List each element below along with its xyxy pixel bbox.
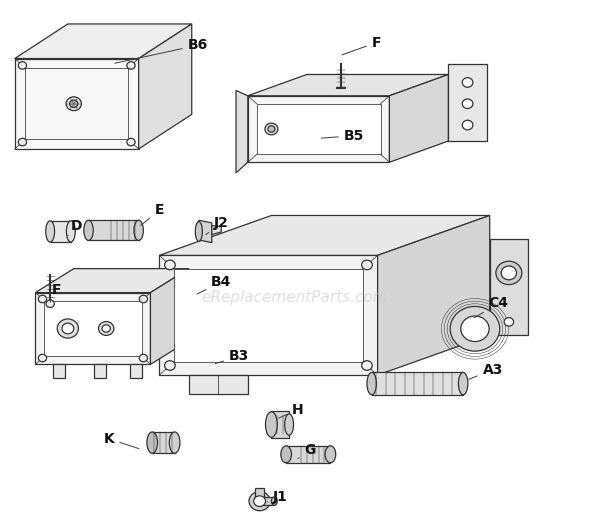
Circle shape xyxy=(102,325,110,332)
Text: E: E xyxy=(141,203,164,226)
Polygon shape xyxy=(189,375,248,394)
Polygon shape xyxy=(159,255,378,375)
Circle shape xyxy=(99,321,114,336)
Circle shape xyxy=(362,361,372,370)
Ellipse shape xyxy=(195,221,202,241)
Ellipse shape xyxy=(266,412,277,437)
Circle shape xyxy=(268,126,275,132)
Polygon shape xyxy=(490,239,528,335)
Polygon shape xyxy=(199,220,212,243)
Polygon shape xyxy=(271,411,289,438)
Polygon shape xyxy=(236,90,248,173)
Ellipse shape xyxy=(147,432,158,453)
Ellipse shape xyxy=(281,446,291,463)
Circle shape xyxy=(139,354,148,362)
Circle shape xyxy=(127,138,135,146)
Polygon shape xyxy=(372,372,463,395)
Text: H: H xyxy=(278,403,304,418)
Polygon shape xyxy=(378,215,490,375)
Polygon shape xyxy=(448,64,487,141)
Text: B5: B5 xyxy=(322,129,364,143)
Polygon shape xyxy=(389,74,448,162)
Circle shape xyxy=(254,496,266,506)
Text: K: K xyxy=(104,432,139,448)
Circle shape xyxy=(362,260,372,270)
Polygon shape xyxy=(248,74,448,96)
Ellipse shape xyxy=(66,221,76,242)
Ellipse shape xyxy=(134,220,143,240)
Ellipse shape xyxy=(284,414,294,435)
Circle shape xyxy=(139,295,148,303)
Circle shape xyxy=(165,361,175,370)
Polygon shape xyxy=(35,293,150,364)
Circle shape xyxy=(501,266,517,280)
Ellipse shape xyxy=(325,446,336,463)
Ellipse shape xyxy=(271,497,277,505)
Polygon shape xyxy=(94,364,106,378)
Text: eReplacementParts.com: eReplacementParts.com xyxy=(202,290,388,305)
Text: G: G xyxy=(298,443,316,459)
Polygon shape xyxy=(260,497,274,505)
Polygon shape xyxy=(150,269,189,364)
Circle shape xyxy=(450,306,500,351)
Text: B4: B4 xyxy=(197,275,231,294)
Circle shape xyxy=(249,492,270,511)
Polygon shape xyxy=(286,446,330,463)
Circle shape xyxy=(127,62,135,69)
Circle shape xyxy=(462,78,473,87)
Polygon shape xyxy=(152,432,175,453)
Circle shape xyxy=(18,138,27,146)
Circle shape xyxy=(461,316,489,342)
Text: B6: B6 xyxy=(115,38,208,63)
Ellipse shape xyxy=(367,372,376,395)
Polygon shape xyxy=(159,215,490,255)
Polygon shape xyxy=(255,488,264,501)
Text: C4: C4 xyxy=(474,296,509,318)
Polygon shape xyxy=(15,59,139,149)
Polygon shape xyxy=(212,226,221,235)
Polygon shape xyxy=(130,364,142,378)
Polygon shape xyxy=(35,269,189,293)
Text: B3: B3 xyxy=(215,350,249,363)
Polygon shape xyxy=(44,301,142,356)
Text: F: F xyxy=(342,36,381,55)
Circle shape xyxy=(38,354,47,362)
Circle shape xyxy=(265,123,278,135)
Polygon shape xyxy=(248,96,389,162)
Polygon shape xyxy=(88,220,139,240)
Text: J1: J1 xyxy=(267,491,288,504)
Circle shape xyxy=(38,295,47,303)
Ellipse shape xyxy=(458,372,468,395)
Circle shape xyxy=(18,62,27,69)
Ellipse shape xyxy=(46,221,54,242)
Polygon shape xyxy=(174,269,363,362)
Text: A3: A3 xyxy=(468,363,503,379)
Polygon shape xyxy=(50,221,71,242)
Circle shape xyxy=(462,120,473,130)
Polygon shape xyxy=(25,68,128,139)
Polygon shape xyxy=(139,24,192,149)
Circle shape xyxy=(496,261,522,285)
Circle shape xyxy=(70,100,78,107)
Circle shape xyxy=(62,323,74,334)
Ellipse shape xyxy=(169,432,180,453)
Text: D: D xyxy=(68,219,83,236)
Polygon shape xyxy=(53,364,65,378)
Circle shape xyxy=(165,260,175,270)
Circle shape xyxy=(504,318,513,326)
Ellipse shape xyxy=(84,220,93,240)
Circle shape xyxy=(46,300,54,307)
Circle shape xyxy=(57,319,78,338)
Text: F: F xyxy=(50,283,61,302)
Polygon shape xyxy=(257,104,381,154)
Circle shape xyxy=(66,97,81,111)
Circle shape xyxy=(462,99,473,109)
Text: J2: J2 xyxy=(206,217,229,235)
Polygon shape xyxy=(15,24,192,59)
